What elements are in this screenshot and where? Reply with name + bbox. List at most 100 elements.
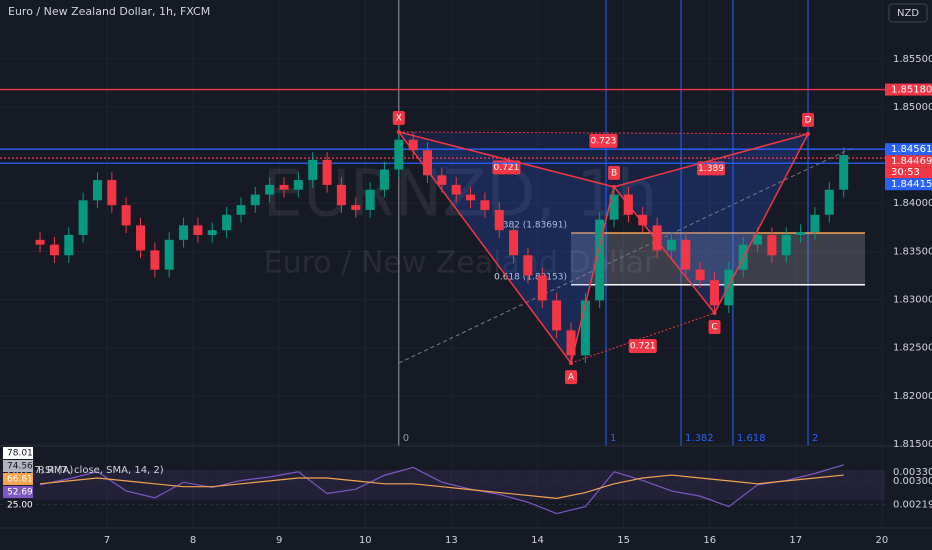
time-zone-label: 0 xyxy=(403,433,409,444)
candle-body xyxy=(523,255,533,276)
atr-legend: ATR (7, RMA) xyxy=(8,465,73,476)
candle-body xyxy=(236,205,246,215)
countdown-badge xyxy=(885,167,932,179)
candle-body xyxy=(824,189,834,215)
pattern-xbd xyxy=(398,131,809,187)
pattern-point-label: B xyxy=(611,168,617,178)
candle-body xyxy=(265,184,275,195)
time-zone-label: 1.382 xyxy=(685,433,714,444)
candle-body xyxy=(695,269,705,281)
y-tick-label: 1.82000 xyxy=(893,391,932,402)
pattern-leg xyxy=(613,186,716,314)
currency-label[interactable]: NZD xyxy=(897,8,919,19)
y2-tick-label: 0.00300 xyxy=(893,476,932,487)
candle-body xyxy=(49,244,59,256)
y2-tick-label: 0.00219 xyxy=(893,499,932,510)
fib-label: 0.382 (1.83691) xyxy=(494,220,567,230)
candle-body xyxy=(222,214,232,231)
pattern-point-badge xyxy=(392,110,405,125)
price-badge-label: 1.85180 xyxy=(891,85,932,96)
indicator-badge-label: 74.56 xyxy=(7,462,33,472)
pattern-point-label: D xyxy=(805,115,812,125)
candle-body xyxy=(193,225,203,236)
ratio-badge xyxy=(589,133,618,148)
pattern-point xyxy=(396,129,401,134)
x-tick-label: 7 xyxy=(104,535,110,546)
pattern-point-label: X xyxy=(396,113,402,123)
atr-line xyxy=(39,474,844,499)
ratio-label: 0.723 xyxy=(591,136,617,146)
candle-body xyxy=(781,235,791,256)
y-tick-label: 1.81500 xyxy=(893,439,932,450)
candle-body xyxy=(681,239,691,270)
rsi-band xyxy=(0,470,885,500)
candle-body xyxy=(839,155,849,190)
candle-body xyxy=(595,219,605,301)
candle-body xyxy=(351,205,361,210)
x-tick-label: 16 xyxy=(703,535,716,546)
y-tick-label: 1.85000 xyxy=(893,102,932,113)
candle-body xyxy=(724,269,734,306)
candle-body xyxy=(64,235,74,256)
candle-body xyxy=(293,180,303,190)
price-badge xyxy=(885,178,932,191)
currency-button[interactable] xyxy=(888,3,928,23)
x-tick-label: 9 xyxy=(276,535,282,546)
candle-body xyxy=(279,184,289,190)
candle-body xyxy=(179,225,189,240)
pattern-point-badge xyxy=(708,320,721,335)
watermark-name: Euro / New Zealand Dollar xyxy=(264,246,657,281)
candle-body xyxy=(379,169,389,190)
chart-title: Euro / New Zealand Dollar, 1h, FXCM xyxy=(8,5,210,18)
candle-body xyxy=(164,239,174,270)
candle-body xyxy=(451,184,461,195)
candle-body xyxy=(408,139,418,151)
x-tick-label: 10 xyxy=(359,535,372,546)
rsi-line xyxy=(39,464,844,515)
candle-body xyxy=(652,225,662,251)
pattern-ratio-leg xyxy=(398,131,809,135)
candle-body xyxy=(796,232,806,236)
indicator-badge-label: 25.00 xyxy=(7,501,33,511)
price-badge xyxy=(885,143,932,156)
candle-body xyxy=(566,330,576,356)
y-tick-label: 1.85500 xyxy=(893,54,932,65)
pattern-point xyxy=(806,131,811,136)
y-tick-label: 1.84000 xyxy=(893,198,932,209)
ratio-label: 0.721 xyxy=(630,342,656,352)
candle-body xyxy=(92,180,102,201)
candle-body xyxy=(552,300,562,331)
candle-body xyxy=(494,209,504,231)
candle-body xyxy=(250,194,260,206)
indicator-badge xyxy=(3,447,33,459)
candle-body xyxy=(753,235,763,245)
pattern-point-badge xyxy=(802,112,815,127)
y-tick-label: 1.83000 xyxy=(893,295,932,306)
pattern-bcd xyxy=(614,133,809,314)
fib-zone xyxy=(571,232,865,285)
candle-body xyxy=(580,300,590,356)
x-tick-label: 13 xyxy=(445,535,458,546)
candle-body xyxy=(509,230,519,256)
candle-body xyxy=(322,159,332,185)
pattern-leg xyxy=(570,186,615,364)
pattern-point-badge xyxy=(608,165,621,180)
indicator-badge xyxy=(3,486,33,498)
candle-body xyxy=(537,275,547,301)
pattern-leg xyxy=(398,131,572,364)
price-badge xyxy=(885,155,932,168)
countdown-label: 30:53 xyxy=(891,167,920,178)
y-tick-label: 1.83500 xyxy=(893,246,932,257)
time-zone-label: 1.618 xyxy=(737,433,766,444)
indicator-badge xyxy=(3,473,33,485)
price-badge-label: 1.84561 xyxy=(891,144,932,155)
ratio-label: 0.721 xyxy=(494,163,520,173)
price-badge-label: 1.84415 xyxy=(891,179,932,190)
pattern-point xyxy=(712,311,717,316)
fib-label: 0.618 (1.83153) xyxy=(494,272,567,282)
indicator-badge xyxy=(3,460,33,472)
x-tick-label: 20 xyxy=(876,535,889,546)
pattern-leg xyxy=(398,131,615,188)
pattern-leg xyxy=(713,133,809,314)
